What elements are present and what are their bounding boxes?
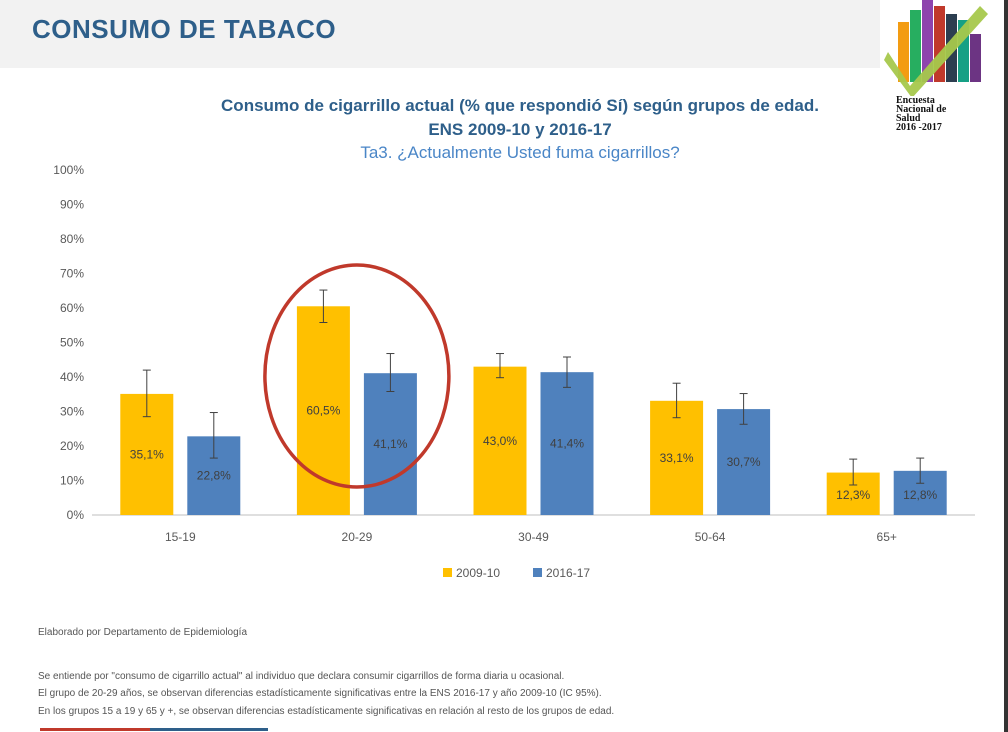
bar-chart: 0% 10% 20% 30% 40% 50% 60% 70% 80% 90% 100% 35,1% 22…: [53, 163, 975, 580]
y-tick-label: 50%: [60, 336, 84, 350]
y-tick-label: 10%: [60, 474, 84, 488]
y-tick-label: 100%: [53, 163, 84, 177]
data-label: 30,7%: [727, 455, 761, 469]
y-tick-label: 80%: [60, 232, 84, 246]
legend-swatch-2016-17: [533, 568, 542, 577]
chart-title: Consumo de cigarrillo actual (% que resp…: [221, 96, 819, 115]
page-title: CONSUMO DE TABACO: [32, 14, 337, 44]
significance-note-2: En los grupos 15 a 19 y 65 y +, se obser…: [38, 706, 615, 717]
source-note: Elaborado por Departamento de Epidemiolo…: [38, 627, 248, 638]
logo-text: Encuesta Nacional de Salud 2016 -2017: [896, 95, 947, 133]
data-label: 35,1%: [130, 447, 164, 461]
data-label: 41,1%: [373, 437, 407, 451]
data-label: 60,5%: [306, 404, 340, 418]
y-tick-label: 20%: [60, 439, 84, 453]
bar-2009-10-50-64: [650, 400, 704, 515]
x-tick-label: 50-64: [695, 530, 726, 544]
data-label: 12,8%: [903, 488, 937, 502]
data-label: 22,8%: [197, 469, 231, 483]
right-border: [1004, 0, 1008, 732]
checkmark-logo-icon: [884, 0, 988, 98]
data-label: 41,4%: [550, 437, 584, 451]
x-tick-label: 20-29: [342, 530, 373, 544]
bar-2016-17-20-29: [363, 373, 417, 515]
y-tick-label: 90%: [60, 198, 84, 212]
highlight-ellipse: [263, 263, 451, 489]
chart-subtitle: ENS 2009-10 y 2016-17: [428, 120, 612, 139]
y-tick-label: 60%: [60, 301, 84, 315]
legend-label-2016-17: 2016-17: [546, 566, 590, 580]
footer-accent-blue: [150, 728, 268, 731]
y-tick-label: 30%: [60, 405, 84, 419]
y-tick-label: 70%: [60, 267, 84, 281]
legend-swatch-2009-10: [443, 568, 452, 577]
x-tick-label: 65+: [877, 530, 897, 544]
footer-accent-red: [40, 728, 150, 731]
bar-2016-17-30-49: [540, 372, 594, 515]
chart-question: Ta3. ¿Actualmente Usted fuma cigarrillos…: [360, 143, 680, 162]
data-label: 43,0%: [483, 434, 517, 448]
y-tick-label: 40%: [60, 370, 84, 384]
y-tick-label: 0%: [67, 508, 85, 522]
data-label: 12,3%: [836, 488, 870, 502]
significance-note-1: El grupo de 20-29 años, se observan dife…: [38, 688, 602, 699]
legend-label-2009-10: 2009-10: [456, 566, 500, 580]
definition-note: Se entiende por "consumo de cigarrillo a…: [38, 671, 565, 682]
bar-2016-17-50-64: [717, 409, 771, 515]
x-tick-label: 15-19: [165, 530, 196, 544]
header-band: [0, 0, 880, 68]
data-label: 33,1%: [660, 451, 694, 465]
bar-2009-10-30-49: [473, 366, 527, 515]
ens-logo: Encuesta Nacional de Salud 2016 -2017: [884, 0, 1004, 140]
x-tick-label: 30-49: [518, 530, 549, 544]
